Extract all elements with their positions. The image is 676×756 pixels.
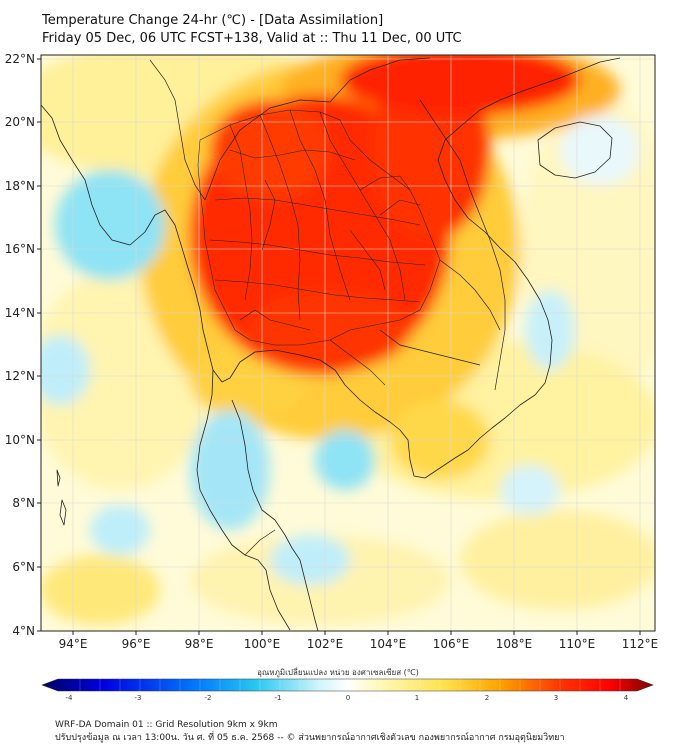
lat-label: 16°N: [5, 242, 35, 256]
colorbar-tick: 2: [485, 694, 489, 702]
lat-label: 20°N: [5, 115, 35, 129]
chart-title: Temperature Change 24-hr (℃) - [Data Ass…: [42, 12, 462, 48]
lon-label: 100°E: [244, 637, 281, 651]
colorbar-tick: -2: [205, 694, 212, 702]
colorbar-tick: 3: [554, 694, 558, 702]
country-borders: [149, 57, 506, 556]
lat-label: 10°N: [5, 433, 35, 447]
lat-label: 22°N: [5, 52, 35, 66]
lon-label: 106°E: [433, 637, 470, 651]
lon-label: 96°E: [122, 637, 151, 651]
lon-label: 104°E: [370, 637, 407, 651]
tick-marks: [37, 58, 641, 635]
graticule: [41, 55, 655, 631]
province-borders: [197, 109, 441, 386]
latitude-labels: 22°N 20°N 18°N 16°N 14°N 12°N 10°N 8°N 6…: [5, 52, 35, 638]
map-canvas: 22°N 20°N 18°N 16°N 14°N 12°N 10°N 8°N 6…: [5, 52, 659, 651]
colorbar-tick: -1: [275, 694, 282, 702]
lon-label: 98°E: [185, 637, 214, 651]
colorbar-gradient: [41, 678, 654, 692]
title-line-1: Temperature Change 24-hr (℃) - [Data Ass…: [42, 13, 384, 28]
lat-label: 4°N: [12, 624, 35, 638]
title-line-2: Friday 05 Dec, 06 UTC FCST+138, Valid at…: [42, 31, 462, 46]
colorbar-tick: -4: [66, 694, 74, 702]
colorbar-tick: 1: [415, 694, 419, 702]
lat-label: 14°N: [5, 306, 35, 320]
footer-line-2: ปรับปรุงข้อมูล ณ เวลา 13:00น. วัน ศ. ที่…: [55, 733, 565, 743]
temperature-field: [41, 55, 655, 631]
colorbar-title: อุณหภูมิเปลี่ยนแปลง หน่วย องศาเซลเซียส (…: [257, 668, 419, 677]
colorbar-tick: -3: [135, 694, 142, 702]
lon-label: 94°E: [59, 637, 88, 651]
lon-label: 110°E: [559, 637, 596, 651]
colorbar-tick: 4: [624, 694, 629, 702]
colorbar: -4 -3 -2 -1 0 1 2 3 4: [41, 678, 654, 702]
footer-line-1: WRF-DA Domain 01 :: Grid Resolution 9km …: [55, 720, 278, 730]
lat-label: 12°N: [5, 369, 35, 383]
lat-label: 6°N: [12, 560, 35, 574]
lon-label: 102°E: [307, 637, 344, 651]
map-frame: [40, 54, 656, 632]
colorbar-tick: 0: [346, 694, 350, 702]
lat-label: 18°N: [5, 179, 35, 193]
lon-label: 112°E: [622, 637, 659, 651]
coastlines: [41, 57, 621, 631]
lon-label: 108°E: [496, 637, 533, 651]
longitude-labels: 94°E 96°E 98°E 100°E 102°E 104°E 106°E 1…: [59, 637, 659, 651]
lat-label: 8°N: [12, 496, 35, 510]
footer: WRF-DA Domain 01 :: Grid Resolution 9km …: [55, 719, 565, 745]
